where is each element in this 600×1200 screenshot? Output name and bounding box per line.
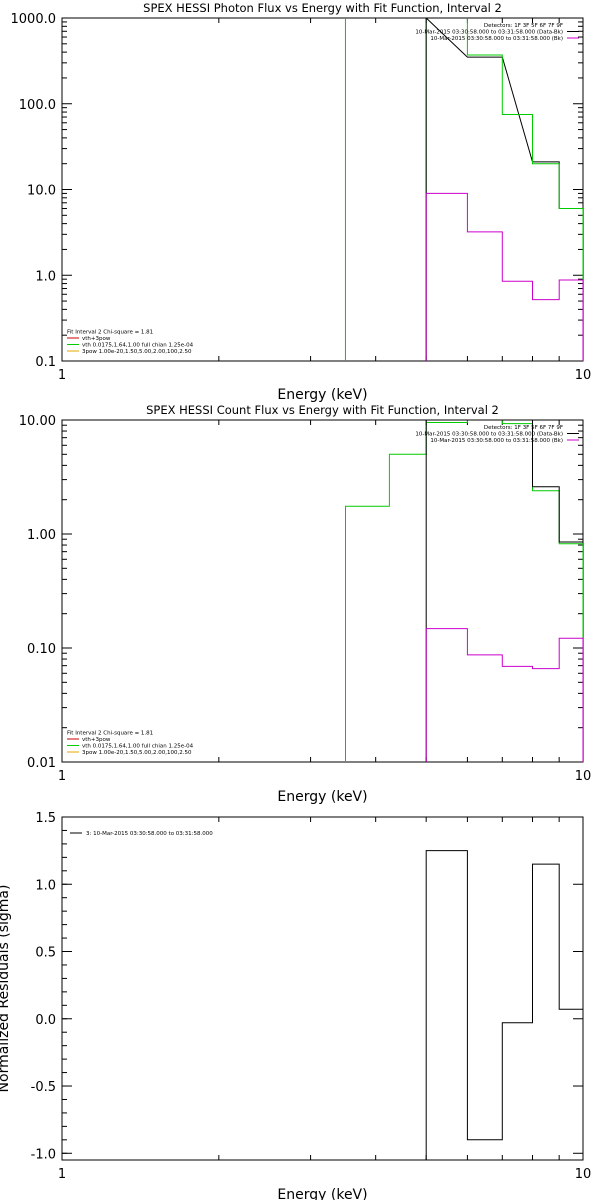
y-tick-label: -0.5	[31, 1080, 56, 1095]
plot-frame	[61, 816, 584, 1161]
y-tick-label: 10.00	[19, 414, 56, 429]
data-series-1	[345, 420, 583, 762]
legend-entry: Fit Interval 2 Chi-square = 1.81	[67, 731, 153, 737]
header-info-line: Detectors: 1F 3F 5F 6F 7F 9F	[484, 23, 563, 29]
header-info-line: 10-Mar-2015 03:30:58.000 to 03:31:58.000…	[415, 30, 563, 36]
chart-panel-3: 1 10 Energy (keV) 1.5 1.0 0.5 0.0 -0.5 -1.0 Norma…	[0, 811, 591, 1200]
x-tick-label: 1	[58, 1167, 66, 1182]
x-tick-label: 1	[58, 368, 66, 383]
legend-entry: 3pow 1.00e-20,1.50,5.00,2.00,100,2.50	[82, 750, 192, 756]
y-axis-label: Normalized Residuals (sigma)	[0, 885, 12, 1093]
x-axis-label: Energy (keV)	[277, 789, 367, 805]
legend-entry: vth+3pow	[82, 737, 111, 743]
y-tick-label: -1.0	[31, 1147, 56, 1162]
data-series-3	[425, 192, 583, 361]
chart-title: SPEX HESSI Count Flux vs Energy with Fit…	[146, 403, 499, 417]
x-tick-label: 10	[575, 1167, 592, 1182]
x-tick-label: 10	[575, 368, 592, 383]
legend-entry: 3pow 1.00e-20,1.50,5.00,2.00,100,2.50	[82, 349, 192, 355]
x-tick-label: 1	[58, 769, 66, 784]
data-series-3	[425, 628, 583, 762]
header-info-line: 10-Mar-2015 03:30:58.000 to 03:31:58.000…	[430, 36, 563, 42]
chart-panel-1: SPEX HESSI Photon Flux vs Energy with Fi…	[11, 1, 592, 403]
legend-entry: vth+3pow	[82, 336, 111, 342]
y-tick-label: 0.10	[27, 642, 56, 657]
data-layer	[344, 18, 583, 361]
y-tick-label: 0.01	[27, 756, 56, 771]
data-series-2	[425, 420, 583, 762]
chart-title: SPEX HESSI Photon Flux vs Energy with Fi…	[143, 1, 502, 15]
header-info-line: Detectors: 1F 3F 5F 6F 7F 9F	[484, 425, 563, 431]
x-axis-label: Energy (keV)	[277, 1187, 367, 1200]
y-tick-label: 1.00	[27, 528, 56, 543]
data-layer	[345, 420, 583, 762]
x-tick-label: 10	[575, 769, 592, 784]
header-info-line: 10-Mar-2015 03:30:58.000 to 03:31:58.000…	[430, 438, 563, 444]
legend-entry: Fit Interval 2 Chi-square = 1.81	[67, 330, 153, 336]
y-tick-label: 0.5	[35, 946, 56, 961]
y-tick-label: 1000.0	[11, 12, 57, 27]
data-series-2	[466, 18, 583, 361]
plot-frame	[61, 419, 584, 763]
data-series-1	[425, 850, 583, 1160]
legend-entry: vth 0.0175,1.64,1.00 full chian 1.25e-04	[82, 744, 194, 750]
plot-frame	[61, 17, 584, 362]
chart-panel-2: SPEX HESSI Count Flux vs Energy with Fit…	[19, 403, 591, 805]
data-layer	[425, 850, 583, 1160]
header-info-line: 10-Mar-2015 03:30:58.000 to 03:31:58.000…	[415, 432, 563, 438]
y-tick-label: 10.0	[27, 184, 56, 199]
y-tick-label: 1.5	[35, 811, 56, 826]
y-tick-label: 1.0	[35, 878, 56, 893]
y-tick-label: 1.0	[35, 269, 56, 284]
x-axis-label: Energy (keV)	[277, 387, 367, 403]
y-tick-label: 0.1	[35, 355, 56, 370]
y-tick-label: 0.0	[35, 1013, 56, 1028]
legend-entry: vth 0.0175,1.64,1.00 full chian 1.25e-04	[82, 343, 194, 349]
y-tick-label: 100.0	[19, 98, 56, 113]
legend-entry: 3: 10-Mar-2015 03:30:58.000 to 03:31:58.…	[86, 831, 213, 837]
